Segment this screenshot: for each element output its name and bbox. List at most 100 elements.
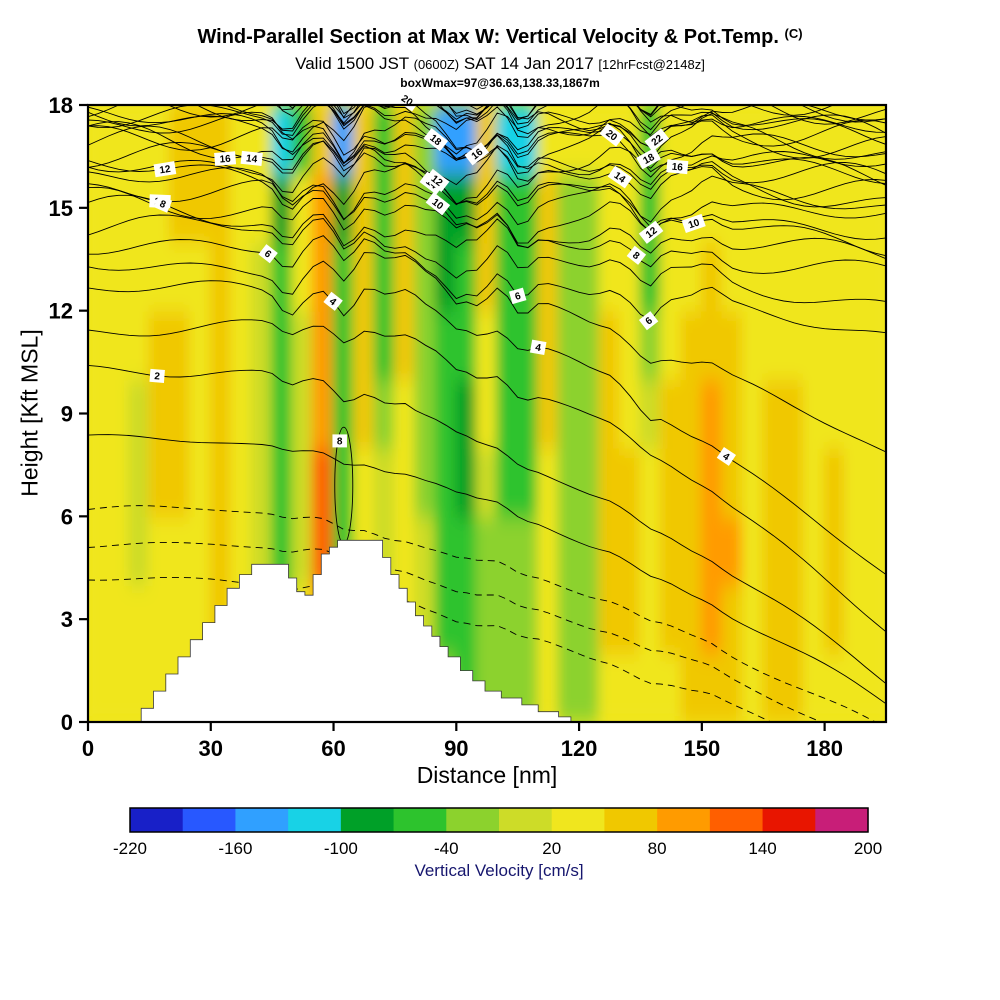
colorbar-tick-label: 200 (854, 839, 882, 858)
y-tick-label: 9 (61, 402, 73, 427)
contour-label: 8 (332, 434, 347, 448)
svg-text:6: 6 (262, 248, 274, 260)
contour-line (88, 214, 886, 304)
colorbar-segment (130, 808, 184, 832)
contour-line (88, 111, 886, 185)
contour-line (88, 280, 886, 575)
contour-label: 4 (529, 339, 547, 355)
contour-line (88, 235, 886, 334)
contour-line (88, 160, 886, 234)
contour-line (88, 167, 886, 240)
contour-label: 6 (258, 244, 278, 264)
x-tick-label: 150 (683, 736, 720, 761)
svg-text:12: 12 (159, 164, 172, 177)
contour-line (455, 105, 835, 116)
contour-line (196, 105, 886, 148)
contour-label: 2 (149, 368, 165, 383)
contour-line (88, 319, 886, 633)
colorbar-segment (762, 808, 816, 832)
contour-line (88, 252, 886, 453)
colorbar-tick-label: -160 (218, 839, 252, 858)
svg-text:8: 8 (337, 436, 343, 447)
colorbar-tick-label: 140 (748, 839, 776, 858)
y-tick-label: 12 (49, 299, 73, 324)
colorbar-segment (551, 808, 606, 832)
field-layer (88, 105, 886, 722)
contour-label: 16 (666, 159, 689, 175)
contour-line (88, 576, 773, 722)
contour-label: 14 (607, 165, 633, 189)
contour-line (88, 364, 886, 685)
contour-label: 4 (323, 291, 343, 311)
colorbar-segment (815, 808, 869, 832)
contour-line (88, 434, 886, 705)
terrain (140, 539, 572, 723)
contour-label: 6 (508, 287, 527, 305)
contour-line (88, 505, 877, 722)
contour-label: 6 (638, 311, 659, 331)
colorbar-segment (340, 808, 395, 832)
x-tick-label: 30 (199, 736, 223, 761)
colorbar-tick-label: -100 (324, 839, 358, 858)
colorbar-segment (288, 808, 342, 832)
colorbar-segment (446, 808, 500, 832)
x-tick-label: 120 (561, 736, 598, 761)
colorbar-tick-label: -40 (434, 839, 459, 858)
x-tick-label: 90 (444, 736, 468, 761)
svg-text:8: 8 (630, 250, 642, 262)
contour-line (88, 119, 886, 186)
contour-line (88, 194, 886, 274)
x-tick-label: 0 (82, 736, 94, 761)
x-tick-label: 180 (806, 736, 843, 761)
contour-label: 16 (214, 151, 237, 166)
contour-line (88, 105, 886, 159)
colorbar-segment (604, 808, 658, 832)
contour-label: 12 (153, 161, 177, 178)
contour-line (287, 105, 886, 133)
y-tick-label: 6 (61, 504, 73, 529)
contour-label: 14 (240, 150, 263, 166)
y-tick-label: 15 (49, 196, 73, 221)
contour-line (88, 541, 823, 722)
svg-text:6: 6 (644, 315, 656, 327)
colorbar-segment (393, 808, 447, 832)
svg-text:4: 4 (534, 342, 542, 354)
colorbar: -220 -160 -100 -40 20 80 140 200 (113, 807, 882, 858)
contour-label: 8 (153, 195, 173, 213)
contour-line (88, 106, 886, 173)
svg-text:14: 14 (245, 153, 258, 165)
colorbar-segment (657, 808, 711, 832)
colorbar-segment (499, 808, 553, 832)
svg-text:4: 4 (720, 451, 731, 463)
colorbar-segment (235, 808, 289, 832)
svg-text:8: 8 (158, 199, 168, 211)
y-tick-label: 3 (61, 607, 73, 632)
contour-line (88, 179, 886, 257)
svg-text:16: 16 (671, 162, 684, 174)
contour-line (88, 186, 886, 260)
contour-label: 8 (626, 245, 647, 265)
colorbar-tick-label: -220 (113, 839, 147, 858)
contour-line (448, 105, 886, 131)
y-tick-label: 18 (49, 93, 73, 118)
svg-text:2: 2 (154, 371, 161, 382)
contour-line (88, 105, 886, 161)
y-tick-label: 0 (61, 710, 73, 735)
contour-label: 4 (716, 446, 737, 466)
svg-text:18: 18 (642, 152, 657, 167)
svg-text:16: 16 (219, 154, 231, 166)
colorbar-segment (182, 808, 237, 832)
axes: 0 30 60 90 120 150 180 0 3 6 9 12 15 18 (49, 93, 888, 761)
contour-layer (88, 105, 886, 722)
svg-text:10: 10 (687, 217, 702, 231)
contour-line (336, 105, 886, 145)
svg-text:4: 4 (327, 296, 339, 308)
x-tick-label: 60 (321, 736, 345, 761)
colorbar-tick-label: 20 (542, 839, 561, 858)
svg-text:6: 6 (514, 291, 523, 303)
contour-label: 10 (681, 213, 706, 233)
contour-line (88, 125, 886, 201)
colorbar-tick-label: 80 (648, 839, 667, 858)
